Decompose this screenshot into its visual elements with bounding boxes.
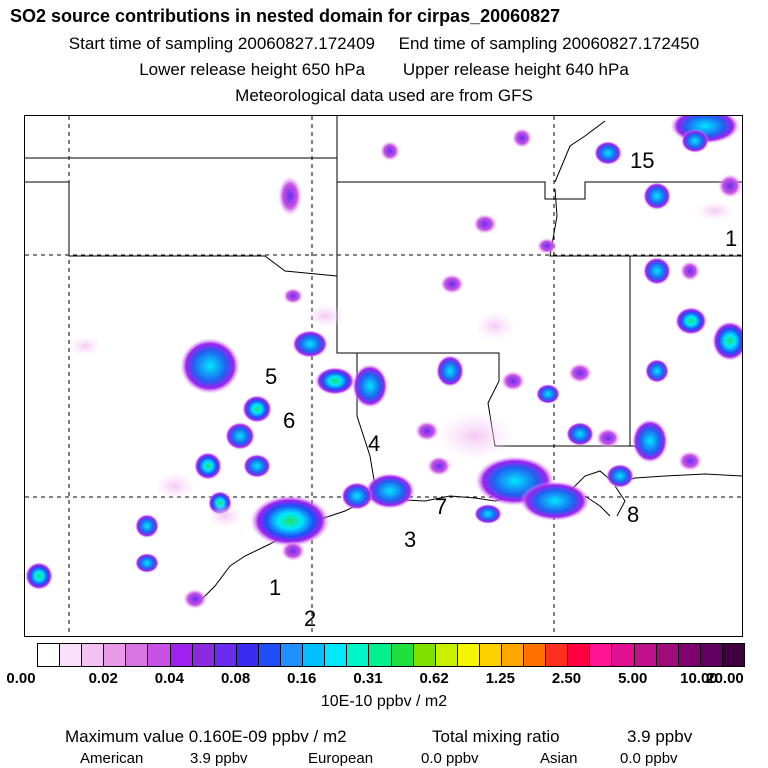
colorbar-swatch xyxy=(435,644,458,666)
colorbar-swatch xyxy=(634,644,657,666)
colorbar-swatch xyxy=(214,644,237,666)
colorbar xyxy=(37,643,745,667)
source-label-6: 6 xyxy=(283,408,296,433)
colorbar-tick-label: 20.00 xyxy=(706,670,744,687)
start-time: Start time of sampling 20060827.172409 xyxy=(68,34,376,53)
colorbar-tick-label: 0.31 xyxy=(353,670,383,687)
so2-plumes xyxy=(25,116,742,609)
map-title: SO2 source contributions in nested domai… xyxy=(10,6,561,26)
colorbar-tick-label: 0.08 xyxy=(220,670,251,687)
upper-release-height: Upper release height 640 hPa xyxy=(402,60,629,79)
american-label: American xyxy=(80,750,144,767)
total-mixing-ratio-value: 3.9 ppbv xyxy=(627,727,693,746)
european-value: 0.0 ppbv xyxy=(421,750,479,767)
colorbar-swatch xyxy=(148,644,171,666)
colorbar-tick-label: 10.00 xyxy=(680,670,718,687)
colorbar-tick-label: 0.04 xyxy=(154,670,184,687)
source-label-15: 15 xyxy=(630,148,655,173)
colorbar-tick-label: 0.16 xyxy=(287,670,317,687)
colorbar-swatch xyxy=(258,644,282,666)
source-label-4: 4 xyxy=(368,431,381,456)
total-mixing-ratio-label: Total mixing ratio xyxy=(432,727,560,746)
colorbar-tick-label: 5.00 xyxy=(618,670,648,687)
source-label-8: 8 xyxy=(627,502,640,527)
source-label-3: 3 xyxy=(404,527,417,552)
source-label-2: 2 xyxy=(304,606,317,631)
release-heights: Lower release height 650 hPa Upper relea… xyxy=(0,60,768,80)
end-time: End time of sampling 20060827.172450 xyxy=(398,34,700,53)
colorbar-units: 10E-10 ppbv / m2 xyxy=(320,693,448,710)
colorbar-swatch xyxy=(612,644,635,666)
colorbar-tick-label: 1.25 xyxy=(485,670,515,687)
colorbar-tick-label: 0.02 xyxy=(88,670,118,687)
lat-lon-grid xyxy=(25,116,742,636)
colorbar-swatch xyxy=(457,644,480,666)
colorbar-swatch xyxy=(236,644,259,666)
colorbar-swatch xyxy=(590,644,613,666)
colorbar-swatch xyxy=(347,644,370,666)
sampling-times: Start time of sampling 20060827.172409 E… xyxy=(0,34,768,54)
map-canvas xyxy=(25,116,742,636)
colorbar-swatch xyxy=(391,644,414,666)
source-label-5: 5 xyxy=(265,364,278,389)
colorbar-swatch xyxy=(170,644,193,666)
colorbar-swatch xyxy=(192,644,215,666)
colorbar-swatch xyxy=(479,644,502,666)
colorbar-tick-label: 0.62 xyxy=(419,670,449,687)
asian-value: 0.0 ppbv xyxy=(620,750,678,767)
colorbar-swatch xyxy=(126,644,149,666)
colorbar-tick-label: 2.50 xyxy=(551,670,582,687)
colorbar-swatch xyxy=(700,644,723,666)
asian-label: Asian xyxy=(540,750,578,767)
colorbar-swatch xyxy=(568,644,591,666)
colorbar-swatch xyxy=(38,644,61,666)
colorbar-swatch xyxy=(60,644,83,666)
lower-release-height: Lower release height 650 hPa xyxy=(139,60,366,79)
colorbar-swatch xyxy=(656,644,679,666)
european-label: European xyxy=(308,750,374,767)
colorbar-swatch xyxy=(722,644,744,666)
source-label-1-south: 1 xyxy=(269,575,282,600)
colorbar-swatch xyxy=(281,644,304,666)
colorbar-swatch xyxy=(104,644,127,666)
colorbar-swatch xyxy=(369,644,392,666)
max-value: Maximum value 0.160E-09 ppbv / m2 xyxy=(65,727,347,746)
colorbar-swatch xyxy=(82,644,105,666)
colorbar-swatch xyxy=(501,644,525,666)
colorbar-swatch xyxy=(413,644,436,666)
met-data-note: Meteorological data used are from GFS xyxy=(235,86,533,105)
colorbar-swatch xyxy=(325,644,348,666)
american-value: 3.9 ppbv xyxy=(190,750,248,767)
source-label-7: 7 xyxy=(435,494,448,519)
source-label-1-east: 1 xyxy=(725,226,738,251)
colorbar-swatch xyxy=(678,644,701,666)
colorbar-swatch xyxy=(303,644,326,666)
colorbar-tick-label: 0.00 xyxy=(6,670,36,687)
map-panel[interactable]: 15 1 5 6 4 7 3 8 1 2 xyxy=(24,115,743,637)
colorbar-swatch xyxy=(546,644,569,666)
colorbar-swatch xyxy=(524,644,547,666)
